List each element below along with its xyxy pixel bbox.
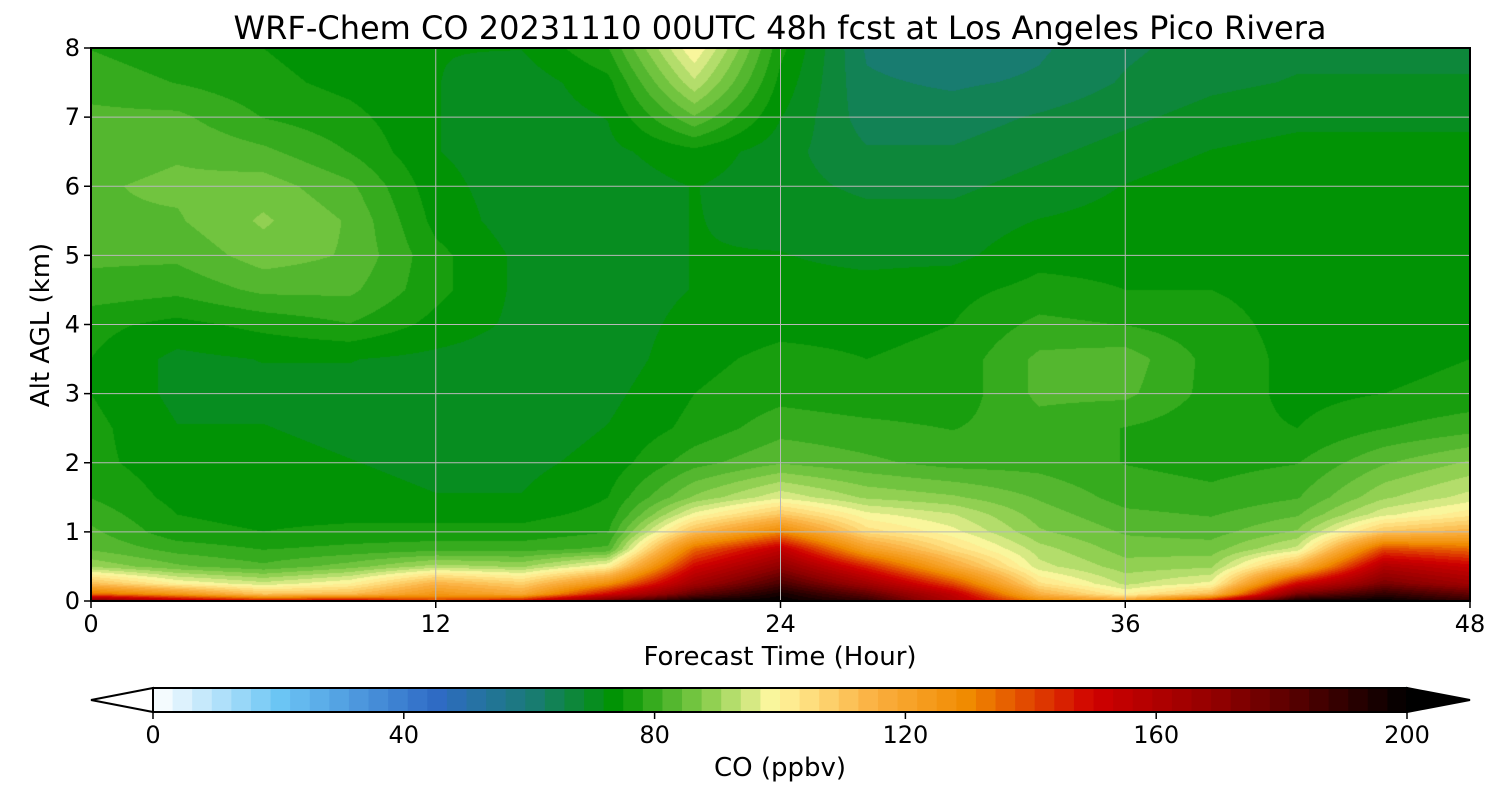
colorbar-level (1093, 688, 1114, 712)
colorbar-level (1034, 688, 1055, 712)
chart-title: WRF-Chem CO 20231110 00UTC 48h fcst at L… (234, 9, 1327, 47)
colorbar-level (211, 688, 232, 712)
colorbar-ticks: 0 40 80 120 160 200 (145, 712, 1430, 749)
colorbar-level (1328, 688, 1349, 712)
colorbar-level (780, 688, 801, 712)
colorbar-level (1152, 688, 1173, 712)
colorbar-level (917, 688, 938, 712)
colorbar-level (623, 688, 644, 712)
colorbar-level (1230, 688, 1251, 712)
colorbar-level (348, 688, 370, 712)
colorbar-level (701, 688, 722, 712)
colorbar-level (505, 688, 526, 712)
colorbar-level (603, 688, 624, 712)
colorbar-extend-low (90, 686, 154, 714)
colorbar-level (270, 688, 291, 712)
colorbar-level (172, 688, 193, 712)
colorbar-tick-label: 80 (639, 721, 670, 749)
colorbar-level (1250, 688, 1271, 712)
colorbar-level (760, 688, 781, 712)
colorbar-label: CO (ppbv) (714, 753, 846, 783)
colorbar-level (1309, 688, 1330, 712)
colorbar-level (1054, 688, 1075, 712)
colorbar-level (995, 688, 1016, 712)
colorbar-levels (153, 688, 1408, 712)
colorbar-level (1289, 688, 1310, 712)
colorbar-level (662, 688, 683, 712)
colorbar-tick-label: 40 (389, 721, 420, 749)
y-tick-label: 5 (65, 241, 80, 269)
colorbar-level (819, 688, 840, 712)
y-tick-label: 6 (65, 172, 80, 200)
colorbar-extend-high (1406, 686, 1471, 714)
colorbar-level (427, 688, 448, 712)
y-tick-label: 4 (65, 311, 80, 339)
y-axis-label: Alt AGL (km) (26, 243, 56, 407)
colorbar-level (1113, 688, 1134, 712)
colorbar-tick-label: 0 (145, 721, 160, 749)
colorbar-level (486, 688, 507, 712)
x-tick-label: 12 (420, 610, 451, 638)
colorbar-level (466, 688, 487, 712)
colorbar-level (407, 688, 428, 712)
colorbar-level (446, 688, 468, 712)
colorbar-level (858, 688, 879, 712)
colorbar-level (329, 688, 350, 712)
colorbar-level (192, 688, 213, 712)
colorbar-level (1387, 688, 1408, 712)
colorbar-level (153, 688, 174, 712)
colorbar-level (799, 688, 820, 712)
colorbar-level (544, 688, 566, 712)
colorbar-level (1211, 688, 1232, 712)
y-tick-label: 8 (65, 34, 80, 62)
colorbar-tick-label: 200 (1384, 721, 1430, 749)
plot-area (90, 47, 1471, 602)
x-tick-label: 36 (1110, 610, 1141, 638)
x-tick-label: 0 (83, 610, 98, 638)
colorbar-tick-label: 120 (882, 721, 928, 749)
colorbar-level (525, 688, 546, 712)
colorbar-level (740, 688, 762, 712)
colorbar-level (309, 688, 330, 712)
colorbar-level (584, 688, 605, 712)
colorbar-level (564, 688, 585, 712)
colorbar-level (1073, 688, 1095, 712)
y-tick-label: 2 (65, 449, 80, 477)
colorbar-level (682, 688, 703, 712)
colorbar-frame (152, 687, 1408, 713)
x-axis-label: Forecast Time (Hour) (643, 642, 916, 672)
colorbar-level (250, 688, 272, 712)
colorbar-level (1191, 688, 1212, 712)
colorbar: 0 40 80 120 160 200 CO (ppbv) (90, 686, 1471, 783)
x-tick-label: 48 (1455, 610, 1486, 638)
colorbar-level (975, 688, 997, 712)
colorbar-level (1269, 688, 1291, 712)
y-tick-label: 0 (65, 587, 80, 615)
y-tick-label: 7 (65, 103, 80, 131)
colorbar-level (1171, 688, 1193, 712)
colorbar-level (1015, 688, 1036, 712)
colorbar-level (1367, 688, 1389, 712)
colorbar-tick-label: 160 (1133, 721, 1179, 749)
colorbar-level (936, 688, 957, 712)
colorbar-level (368, 688, 389, 712)
y-tick-label: 1 (65, 518, 80, 546)
colorbar-level (290, 688, 311, 712)
y-tick-label: 3 (65, 380, 80, 408)
y-axis-ticks: 0 1 2 3 4 5 6 7 8 (65, 34, 91, 615)
colorbar-level (1348, 688, 1369, 712)
colorbar-level (1132, 688, 1153, 712)
colorbar-level (838, 688, 859, 712)
colorbar-level (877, 688, 899, 712)
colorbar-level (721, 688, 742, 712)
colorbar-level (642, 688, 664, 712)
x-tick-label: 24 (765, 610, 796, 638)
colorbar-level (956, 688, 977, 712)
colorbar-level (897, 688, 918, 712)
x-axis-ticks: 0 12 24 36 48 (83, 601, 1485, 638)
colorbar-level (388, 688, 409, 712)
colorbar-level (231, 688, 252, 712)
